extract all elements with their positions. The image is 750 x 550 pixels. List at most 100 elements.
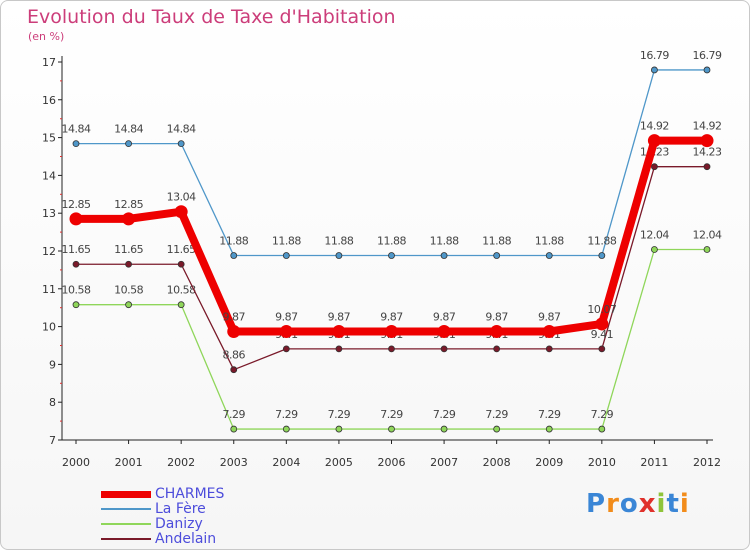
data-label-danizy: 7.29 <box>275 408 298 421</box>
x-tick-label-2002: 2002 <box>167 456 195 469</box>
data-label-andelain: 11.65 <box>114 243 143 256</box>
data-point-andelain <box>545 345 553 353</box>
data-point-la-f-re <box>125 140 132 148</box>
legend-swatch-andelain <box>101 538 151 540</box>
data-point-la-f-re <box>493 252 501 259</box>
data-label-charmes: 14.92 <box>640 120 669 133</box>
data-point-la-f-re <box>72 140 80 148</box>
data-point-la-f-re <box>335 252 343 259</box>
data-label-la-f-re: 11.88 <box>482 235 511 248</box>
data-label-danizy: 10.58 <box>114 284 143 297</box>
data-point-andelain <box>651 163 658 171</box>
data-point-la-f-re <box>703 66 711 74</box>
data-point-charmes <box>542 325 556 339</box>
legend-swatch-charmes <box>101 491 151 498</box>
legend-label-andelain: Andelain <box>155 531 217 547</box>
y-tick-label-8: 8 <box>49 396 56 409</box>
data-label-danizy: 7.29 <box>433 408 456 421</box>
y-tick-label-12: 12 <box>42 245 56 258</box>
logo-letter: i <box>656 489 667 519</box>
data-label-charmes: 9.87 <box>275 311 298 324</box>
data-point-danizy <box>282 425 290 433</box>
data-point-charmes <box>385 325 398 339</box>
data-label-la-f-re: 11.88 <box>324 235 353 248</box>
chart-title: Evolution du Taux de Taxe d'Habitation <box>27 6 396 28</box>
data-label-la-f-re: 16.79 <box>640 49 669 62</box>
data-point-andelain <box>440 345 448 353</box>
chart-subtitle: (en %) <box>28 30 65 43</box>
y-tick-label-14: 14 <box>42 169 56 182</box>
logo-letter: P <box>586 489 607 519</box>
data-point-charmes <box>122 212 136 226</box>
data-point-charmes <box>69 212 83 226</box>
data-point-charmes <box>490 325 504 339</box>
data-label-charmes: 9.87 <box>485 311 508 324</box>
data-label-la-f-re: 14.84 <box>114 123 143 136</box>
data-label-la-f-re: 11.88 <box>430 235 459 248</box>
data-label-la-f-re: 14.84 <box>62 123 91 136</box>
y-tick-label-13: 13 <box>42 207 56 220</box>
data-point-danizy <box>545 425 553 433</box>
data-point-danizy <box>493 425 501 433</box>
data-point-danizy <box>230 425 238 433</box>
data-point-la-f-re <box>388 252 395 259</box>
data-point-danizy <box>335 425 343 433</box>
x-tick-label-2010: 2010 <box>588 456 616 469</box>
y-tick-label-9: 9 <box>49 358 56 371</box>
data-point-la-f-re <box>282 252 290 259</box>
data-point-danizy <box>440 425 448 433</box>
data-label-charmes: 9.87 <box>328 311 351 324</box>
data-point-danizy <box>177 301 185 309</box>
legend-label-la-fere: La Fère <box>155 501 206 517</box>
data-label-andelain: 8.86 <box>223 349 246 362</box>
data-point-andelain <box>72 260 80 268</box>
data-point-la-f-re <box>230 252 238 259</box>
logo-letter: r <box>606 489 620 519</box>
y-tick-label-10: 10 <box>42 321 56 334</box>
data-label-danizy: 12.04 <box>693 228 722 241</box>
data-label-la-f-re: 11.88 <box>219 235 248 248</box>
data-label-andelain: 14.23 <box>693 146 722 159</box>
x-tick-label-2006: 2006 <box>378 456 406 469</box>
data-label-danizy: 12.04 <box>640 228 669 241</box>
data-point-charmes <box>437 325 451 339</box>
data-point-andelain <box>493 345 501 353</box>
data-point-danizy <box>125 301 132 309</box>
data-point-la-f-re <box>651 66 658 74</box>
data-point-danizy <box>651 246 658 253</box>
data-label-charmes: 12.85 <box>62 198 91 211</box>
data-point-la-f-re <box>177 140 185 148</box>
legend-swatch-la-fere <box>101 508 151 510</box>
y-tick-label-16: 16 <box>42 94 56 107</box>
logo-letter: t <box>666 489 680 519</box>
data-point-la-f-re <box>440 252 448 259</box>
data-point-charmes <box>332 325 346 339</box>
proxiti-logo: Proxiti <box>586 489 690 519</box>
x-tick-label-2005: 2005 <box>325 456 353 469</box>
legend-swatch-danizy <box>101 523 151 525</box>
data-point-charmes <box>647 134 661 148</box>
data-point-charmes <box>700 134 714 148</box>
x-tick-label-2009: 2009 <box>535 456 563 469</box>
x-tick-label-2008: 2008 <box>483 456 511 469</box>
data-label-danizy: 10.58 <box>62 284 91 297</box>
legend-label-charmes: CHARMES <box>155 486 225 502</box>
data-point-andelain <box>703 163 711 171</box>
y-tick-label-11: 11 <box>42 283 56 296</box>
x-tick-label-2012: 2012 <box>693 456 721 469</box>
data-point-andelain <box>125 260 132 268</box>
x-tick-label-2003: 2003 <box>220 456 248 469</box>
data-label-la-f-re: 11.88 <box>377 235 406 248</box>
data-point-charmes <box>279 325 293 339</box>
data-point-charmes <box>174 205 188 219</box>
data-label-la-f-re: 11.88 <box>272 235 301 248</box>
data-point-andelain <box>230 366 238 374</box>
data-label-la-f-re: 16.79 <box>693 49 722 62</box>
data-label-danizy: 10.58 <box>167 284 196 297</box>
data-label-la-f-re: 11.88 <box>535 235 564 248</box>
data-point-danizy <box>388 425 395 433</box>
data-point-danizy <box>72 301 80 309</box>
x-tick-label-2007: 2007 <box>430 456 458 469</box>
